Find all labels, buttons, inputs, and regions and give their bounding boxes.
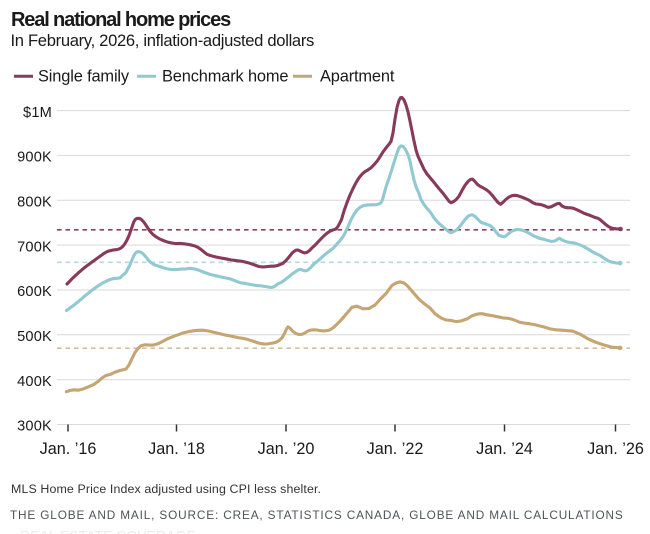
svg-text:Jan. ’26: Jan. ’26 [587,440,644,458]
svg-text:900K: 900K [17,150,52,166]
svg-text:$1M: $1M [23,105,52,121]
svg-text:Benchmark home: Benchmark home [162,68,288,86]
svg-text:In February, 2026, inflation-a: In February, 2026, inflation-adjusted do… [11,31,315,50]
svg-text:400K: 400K [17,374,52,390]
svg-text:800K: 800K [17,195,52,211]
svg-text:Jan. ’18: Jan. ’18 [148,440,205,458]
svg-text:REAL ESTATE COVERAGE: REAL ESTATE COVERAGE [20,528,196,534]
svg-text:THE GLOBE AND MAIL, SOURCE: CR: THE GLOBE AND MAIL, SOURCE: CREA, STATIS… [10,508,624,522]
svg-text:Jan. ’20: Jan. ’20 [258,440,315,458]
svg-text:Jan. ’24: Jan. ’24 [476,440,533,458]
svg-text:Single family: Single family [38,68,130,86]
svg-text:Jan. ’16: Jan. ’16 [40,440,97,458]
svg-text:Apartment: Apartment [320,68,395,86]
svg-text:600K: 600K [17,284,52,300]
svg-text:Jan. ’22: Jan. ’22 [367,440,424,458]
svg-text:Real national home prices: Real national home prices [11,9,231,31]
svg-text:300K: 300K [17,419,52,435]
svg-text:MLS Home Price Index adjusted: MLS Home Price Index adjusted using CPI … [11,482,321,496]
svg-text:500K: 500K [17,329,52,345]
svg-text:700K: 700K [17,239,52,255]
